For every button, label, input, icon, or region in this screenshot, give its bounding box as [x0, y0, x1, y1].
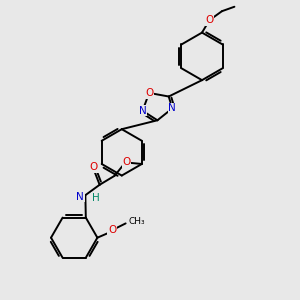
Text: N: N	[76, 192, 84, 202]
Text: O: O	[90, 162, 98, 172]
Text: CH₃: CH₃	[129, 217, 145, 226]
Text: O: O	[122, 158, 130, 167]
Text: H: H	[92, 193, 100, 202]
Text: N: N	[139, 106, 146, 116]
Text: N: N	[168, 103, 176, 113]
Text: O: O	[108, 225, 116, 235]
Text: O: O	[145, 88, 153, 98]
Text: O: O	[205, 15, 214, 25]
